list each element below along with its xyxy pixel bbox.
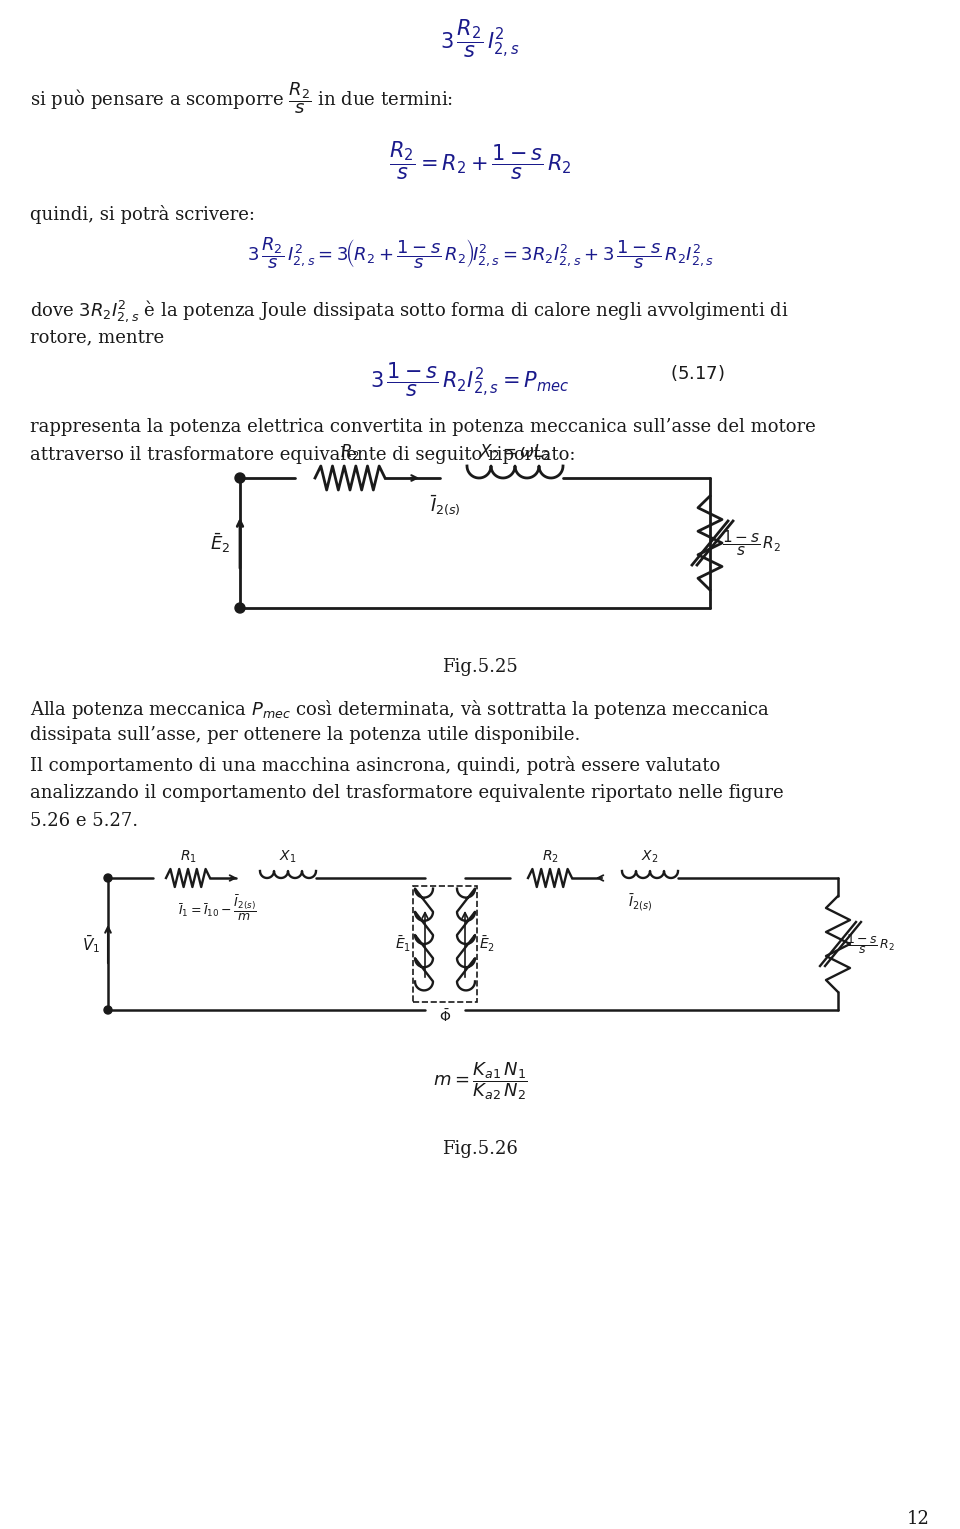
Text: $R_1$: $R_1$: [180, 849, 197, 865]
Text: $\dfrac{1-s}{s}\,R_2$: $\dfrac{1-s}{s}\,R_2$: [846, 933, 895, 956]
Text: $R_2$: $R_2$: [340, 442, 360, 462]
Text: $\bar{I}_{2(s)}$: $\bar{I}_{2(s)}$: [628, 891, 652, 913]
Text: Alla potenza meccanica $P_{mec}$ così determinata, và sottratta la potenza mecca: Alla potenza meccanica $P_{mec}$ così de…: [30, 699, 770, 722]
Text: $\bar{E}_2$: $\bar{E}_2$: [479, 934, 495, 954]
Text: rappresenta la potenza elettrica convertita in potenza meccanica sull’asse del m: rappresenta la potenza elettrica convert…: [30, 417, 816, 436]
Text: Fig.5.25: Fig.5.25: [443, 657, 517, 676]
Text: $\bar{I}_{2(s)}$: $\bar{I}_{2(s)}$: [429, 494, 461, 518]
Text: analizzando il comportamento del trasformatore equivalente riportato nelle figur: analizzando il comportamento del trasfor…: [30, 784, 783, 803]
Circle shape: [104, 875, 112, 882]
Text: $3\,\dfrac{R_2}{s}\,I^2_{2,s} = 3\!\left(R_2 + \dfrac{1-s}{s}\,R_2\right)\!I^2_{: $3\,\dfrac{R_2}{s}\,I^2_{2,s} = 3\!\left…: [247, 235, 713, 271]
Text: $\bar{\Phi}$: $\bar{\Phi}$: [439, 1008, 451, 1024]
Text: attraverso il trasformatore equivalente di seguito riportato:: attraverso il trasformatore equivalente …: [30, 446, 575, 463]
Text: dissipata sull’asse, per ottenere la potenza utile disponibile.: dissipata sull’asse, per ottenere la pot…: [30, 726, 581, 745]
Text: Fig.5.26: Fig.5.26: [442, 1141, 518, 1157]
Circle shape: [104, 1006, 112, 1014]
Text: quindi, si potrà scrivere:: quindi, si potrà scrivere:: [30, 205, 255, 225]
Text: $\dfrac{1-s}{s}\,R_2$: $\dfrac{1-s}{s}\,R_2$: [722, 528, 781, 558]
Text: $X_2 = \omega L_2$: $X_2 = \omega L_2$: [479, 442, 551, 462]
Bar: [413, 885, 477, 1001]
Text: $R_2$: $R_2$: [541, 849, 559, 865]
Text: $\bar{E}_2$: $\bar{E}_2$: [209, 531, 230, 555]
Text: $\bar{I}_1 = \bar{I}_{10} - \dfrac{\bar{I}_{2(s)}}{m}$: $\bar{I}_1 = \bar{I}_{10} - \dfrac{\bar{…: [178, 894, 257, 924]
Text: $3\,\dfrac{1-s}{s}\,R_2 I^2_{2,s} = P_{mec}$: $3\,\dfrac{1-s}{s}\,R_2 I^2_{2,s} = P_{m…: [370, 359, 569, 399]
Text: $\dfrac{R_2}{s} = R_2 + \dfrac{1-s}{s}\,R_2$: $\dfrac{R_2}{s} = R_2 + \dfrac{1-s}{s}\,…: [389, 141, 571, 182]
Text: $\bar{E}_1$: $\bar{E}_1$: [395, 934, 411, 954]
Text: dove $3R_2 I^2_{2,s}$ è la potenza Joule dissipata sotto forma di calore negli a: dove $3R_2 I^2_{2,s}$ è la potenza Joule…: [30, 298, 788, 324]
Text: rotore, mentre: rotore, mentre: [30, 329, 164, 346]
Text: 5.26 e 5.27.: 5.26 e 5.27.: [30, 812, 138, 830]
Circle shape: [235, 472, 245, 483]
Text: si può pensare a scomporre $\dfrac{R_2}{s}$ in due termini:: si può pensare a scomporre $\dfrac{R_2}{…: [30, 80, 453, 116]
Circle shape: [235, 602, 245, 613]
Text: $(5.17)$: $(5.17)$: [670, 362, 725, 382]
Text: $3\,\dfrac{R_2}{s}\,I^2_{2,s}$: $3\,\dfrac{R_2}{s}\,I^2_{2,s}$: [441, 18, 519, 60]
Text: 12: 12: [907, 1511, 930, 1527]
Text: $X_1$: $X_1$: [279, 849, 297, 865]
Text: $X_2$: $X_2$: [641, 849, 659, 865]
Text: Il comportamento di una macchina asincrona, quindi, potrà essere valutato: Il comportamento di una macchina asincro…: [30, 755, 720, 775]
Text: $m = \dfrac{K_{a1}\,N_1}{K_{a2}\,N_2}$: $m = \dfrac{K_{a1}\,N_1}{K_{a2}\,N_2}$: [433, 1060, 527, 1101]
Text: $\bar{V}_1$: $\bar{V}_1$: [82, 933, 100, 956]
